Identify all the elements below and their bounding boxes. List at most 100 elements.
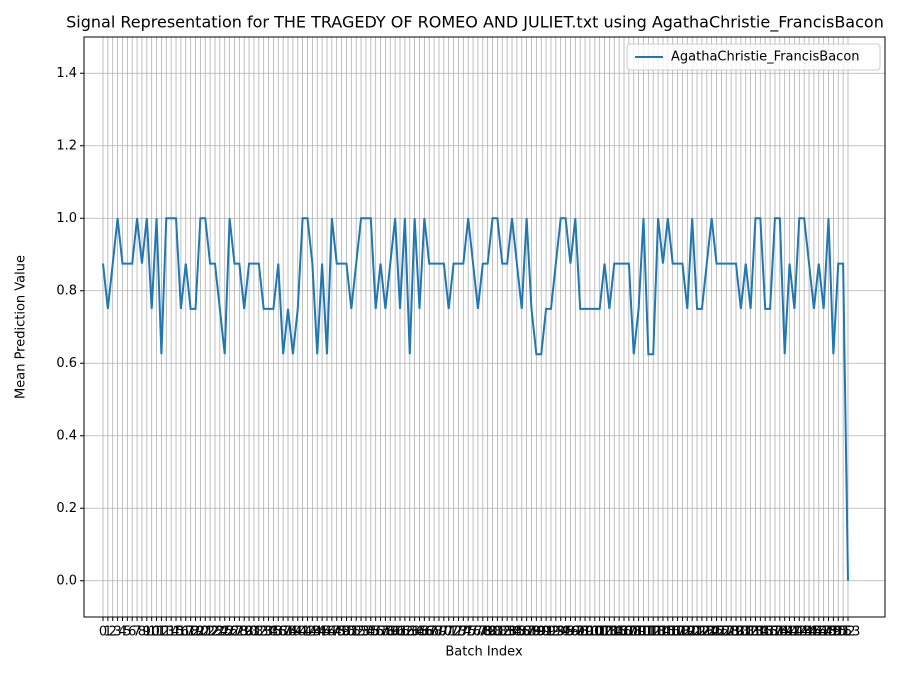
- x-tick-label: 108: [616, 625, 641, 640]
- x-tick-label: 71: [440, 625, 457, 640]
- x-tick-label: 3: [113, 625, 121, 640]
- x-tick-label: 28: [231, 625, 248, 640]
- x-tick-label: 113: [641, 625, 666, 640]
- x-tick-label: 18: [182, 625, 199, 640]
- x-tick-label: 84: [504, 625, 521, 640]
- x-tick-label: 42: [299, 625, 316, 640]
- x-tick-label: 0: [99, 625, 107, 640]
- x-tick-label: 139: [767, 625, 792, 640]
- x-tick-label: 54: [358, 625, 375, 640]
- x-tick-label: 45: [314, 625, 331, 640]
- x-tick-label: 88: [523, 625, 540, 640]
- x-tick-label: 23: [207, 625, 224, 640]
- x-tick-label: 47: [324, 625, 341, 640]
- x-tick-label: 117: [660, 625, 685, 640]
- x-tick-label: 151: [826, 625, 851, 640]
- x-tick-label: 25: [216, 625, 233, 640]
- x-tick-label: 137: [758, 625, 783, 640]
- x-tick-label: 75: [460, 625, 477, 640]
- x-tick-label: 103: [592, 625, 617, 640]
- x-tick-label: 62: [397, 625, 414, 640]
- plot-frame: [83, 36, 886, 618]
- x-tick-label: 100: [578, 625, 603, 640]
- x-tick-label: 141: [777, 625, 802, 640]
- x-tick-label: 4: [118, 625, 126, 640]
- x-tick-label: 7: [133, 625, 141, 640]
- x-tick-label: 115: [651, 625, 676, 640]
- x-tick-label: 143: [787, 625, 812, 640]
- x-tick-label: 30: [241, 625, 258, 640]
- x-tick-label: 56: [367, 625, 384, 640]
- x-tick-label: 128: [714, 625, 739, 640]
- x-tick-label: 97: [567, 625, 584, 640]
- x-tick-label: 38: [280, 625, 297, 640]
- x-tick-label: 33: [255, 625, 272, 640]
- x-tick-label: 121: [680, 625, 705, 640]
- x-tick-label: 11: [148, 625, 165, 640]
- x-tick-label: 74: [455, 625, 472, 640]
- x-tick-label: 69: [431, 625, 448, 640]
- x-tick-label: 68: [426, 625, 443, 640]
- x-tick-label: 17: [177, 625, 194, 640]
- x-tick-label: 65: [411, 625, 428, 640]
- series-line: [101, 217, 849, 581]
- x-tick-label: 31: [246, 625, 263, 640]
- x-tick-label: 148: [811, 625, 836, 640]
- y-tick-label: 0.0: [56, 573, 77, 588]
- x-tick-label: 135: [748, 625, 773, 640]
- x-tick-label: 90: [533, 625, 550, 640]
- x-tick-label: 36: [270, 625, 287, 640]
- x-tick-label: 9: [143, 625, 151, 640]
- x-tick-label: 96: [562, 625, 579, 640]
- x-tick-label: 37: [275, 625, 292, 640]
- x-tick-label: 64: [406, 625, 423, 640]
- x-tick-label: 132: [733, 625, 758, 640]
- x-tick-label: 134: [743, 625, 768, 640]
- y-tick-label: 0.6: [56, 356, 77, 371]
- x-tick-label: 76: [465, 625, 482, 640]
- x-tick-label: 5: [123, 625, 131, 640]
- x-tick-label: 29: [236, 625, 253, 640]
- x-tick-label: 53: [353, 625, 370, 640]
- x-tick-label: 70: [436, 625, 453, 640]
- x-tick-label: 136: [753, 625, 778, 640]
- x-tick-label: 43: [304, 625, 321, 640]
- x-tick-label: 49: [333, 625, 350, 640]
- x-tick-label: 16: [173, 625, 190, 640]
- x-tick-label: 92: [543, 625, 560, 640]
- x-tick-label: 60: [387, 625, 404, 640]
- x-tick-label: 112: [636, 625, 661, 640]
- x-tick-label: 46: [319, 625, 336, 640]
- x-tick-label: 67: [421, 625, 438, 640]
- x-tick-label: 138: [763, 625, 788, 640]
- x-tick-label: 58: [377, 625, 394, 640]
- x-tick-label: 86: [513, 625, 530, 640]
- x-tick-label: 153: [836, 625, 861, 640]
- x-tick-label: 149: [816, 625, 841, 640]
- x-tick-label: 24: [212, 625, 229, 640]
- y-tick-label: 0.2: [56, 501, 77, 516]
- x-tick-label: 119: [670, 625, 695, 640]
- x-tick-label: 142: [782, 625, 807, 640]
- x-tick-label: 1: [104, 625, 112, 640]
- x-tick-label: 111: [631, 625, 656, 640]
- legend-box: [626, 43, 881, 71]
- x-tick-label: 133: [738, 625, 763, 640]
- x-tick-label: 27: [226, 625, 243, 640]
- x-tick-label: 107: [612, 625, 637, 640]
- x-axis-label: Batch Index: [445, 645, 523, 660]
- x-tick-label: 19: [187, 625, 204, 640]
- x-tick-label: 13: [158, 625, 175, 640]
- x-tick-label: 130: [724, 625, 749, 640]
- x-tick-label: 14: [163, 625, 180, 640]
- x-tick-label: 129: [719, 625, 744, 640]
- x-tick-label: 93: [548, 625, 565, 640]
- x-tick-label: 63: [401, 625, 418, 640]
- x-tick-label: 40: [289, 625, 306, 640]
- x-tick-label: 146: [801, 625, 826, 640]
- x-tick-label: 41: [294, 625, 311, 640]
- x-tick-label: 52: [348, 625, 365, 640]
- x-tick-label: 83: [499, 625, 516, 640]
- x-tick-label: 105: [602, 625, 627, 640]
